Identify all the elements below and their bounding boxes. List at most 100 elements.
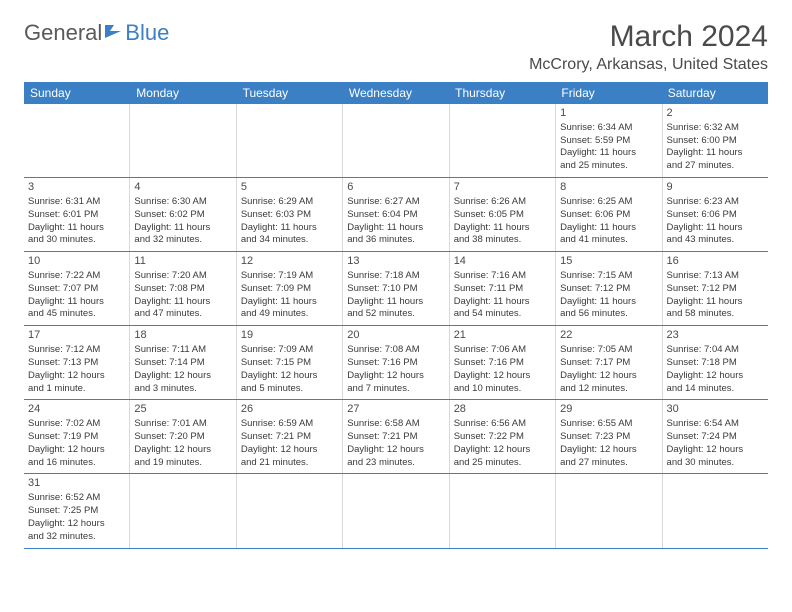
logo-text-1: General xyxy=(24,20,102,46)
weekday-header: Friday xyxy=(555,82,661,104)
calendar-day-cell: 21Sunrise: 7:06 AMSunset: 7:16 PMDayligh… xyxy=(450,326,556,399)
day-info-line: and 41 minutes. xyxy=(560,234,657,247)
day-info-line: and 34 minutes. xyxy=(241,234,338,247)
calendar-empty-cell xyxy=(450,104,556,177)
day-info-line: and 27 minutes. xyxy=(667,160,764,173)
page-title: March 2024 xyxy=(529,20,768,54)
day-info-line: Sunset: 7:07 PM xyxy=(28,283,125,296)
calendar-day-cell: 20Sunrise: 7:08 AMSunset: 7:16 PMDayligh… xyxy=(343,326,449,399)
day-info-line: Daylight: 12 hours xyxy=(241,370,338,383)
day-number: 29 xyxy=(560,402,657,417)
day-info-line: Sunset: 5:59 PM xyxy=(560,135,657,148)
weekday-header: Saturday xyxy=(662,82,768,104)
day-number: 25 xyxy=(134,402,231,417)
calendar-day-cell: 13Sunrise: 7:18 AMSunset: 7:10 PMDayligh… xyxy=(343,252,449,325)
day-info-line: Daylight: 11 hours xyxy=(241,296,338,309)
day-info-line: and 30 minutes. xyxy=(28,234,125,247)
day-number: 24 xyxy=(28,402,125,417)
calendar-empty-cell xyxy=(130,104,236,177)
day-info-line: Sunrise: 7:02 AM xyxy=(28,418,125,431)
calendar-empty-cell xyxy=(343,104,449,177)
day-info-line: Sunrise: 6:58 AM xyxy=(347,418,444,431)
calendar-day-cell: 25Sunrise: 7:01 AMSunset: 7:20 PMDayligh… xyxy=(130,400,236,473)
calendar-day-cell: 15Sunrise: 7:15 AMSunset: 7:12 PMDayligh… xyxy=(556,252,662,325)
calendar-day-cell: 8Sunrise: 6:25 AMSunset: 6:06 PMDaylight… xyxy=(556,178,662,251)
day-info-line: Daylight: 11 hours xyxy=(347,222,444,235)
day-info-line: Daylight: 11 hours xyxy=(347,296,444,309)
day-number: 31 xyxy=(28,476,125,491)
day-info-line: Sunrise: 7:06 AM xyxy=(454,344,551,357)
day-number: 21 xyxy=(454,328,551,343)
day-info-line: and 30 minutes. xyxy=(667,457,764,470)
day-info-line: Sunset: 7:10 PM xyxy=(347,283,444,296)
calendar-empty-cell xyxy=(556,474,662,547)
day-info-line: Daylight: 12 hours xyxy=(28,444,125,457)
day-number: 20 xyxy=(347,328,444,343)
day-info-line: Sunset: 7:16 PM xyxy=(454,357,551,370)
day-info-line: Daylight: 11 hours xyxy=(560,296,657,309)
day-number: 19 xyxy=(241,328,338,343)
day-info-line: Sunrise: 7:05 AM xyxy=(560,344,657,357)
day-info-line: and 19 minutes. xyxy=(134,457,231,470)
day-info-line: and 58 minutes. xyxy=(667,308,764,321)
day-number: 27 xyxy=(347,402,444,417)
calendar-day-cell: 6Sunrise: 6:27 AMSunset: 6:04 PMDaylight… xyxy=(343,178,449,251)
calendar-day-cell: 2Sunrise: 6:32 AMSunset: 6:00 PMDaylight… xyxy=(663,104,768,177)
calendar-day-cell: 31Sunrise: 6:52 AMSunset: 7:25 PMDayligh… xyxy=(24,474,130,547)
day-info-line: Sunset: 6:04 PM xyxy=(347,209,444,222)
day-info-line: Sunrise: 6:27 AM xyxy=(347,196,444,209)
weekday-header: Tuesday xyxy=(237,82,343,104)
day-info-line: Sunrise: 7:22 AM xyxy=(28,270,125,283)
day-info-line: and 25 minutes. xyxy=(454,457,551,470)
day-number: 17 xyxy=(28,328,125,343)
day-info-line: Sunset: 7:15 PM xyxy=(241,357,338,370)
title-block: March 2024 McCrory, Arkansas, United Sta… xyxy=(529,20,768,74)
day-number: 6 xyxy=(347,180,444,195)
weekday-header: Wednesday xyxy=(343,82,449,104)
day-info-line: Daylight: 12 hours xyxy=(667,370,764,383)
calendar-body: 1Sunrise: 6:34 AMSunset: 5:59 PMDaylight… xyxy=(24,104,768,549)
calendar-day-cell: 10Sunrise: 7:22 AMSunset: 7:07 PMDayligh… xyxy=(24,252,130,325)
weekday-header: Thursday xyxy=(449,82,555,104)
calendar: SundayMondayTuesdayWednesdayThursdayFrid… xyxy=(24,82,768,549)
day-info-line: Sunset: 6:03 PM xyxy=(241,209,338,222)
header: General Blue March 2024 McCrory, Arkansa… xyxy=(24,20,768,74)
calendar-day-cell: 1Sunrise: 6:34 AMSunset: 5:59 PMDaylight… xyxy=(556,104,662,177)
day-info-line: and 47 minutes. xyxy=(134,308,231,321)
day-number: 11 xyxy=(134,254,231,269)
calendar-day-cell: 30Sunrise: 6:54 AMSunset: 7:24 PMDayligh… xyxy=(663,400,768,473)
day-info-line: Daylight: 12 hours xyxy=(667,444,764,457)
day-info-line: Sunset: 7:08 PM xyxy=(134,283,231,296)
day-info-line: Sunrise: 6:23 AM xyxy=(667,196,764,209)
day-info-line: Sunset: 7:11 PM xyxy=(454,283,551,296)
calendar-day-cell: 26Sunrise: 6:59 AMSunset: 7:21 PMDayligh… xyxy=(237,400,343,473)
day-info-line: and 23 minutes. xyxy=(347,457,444,470)
day-info-line: Daylight: 12 hours xyxy=(28,518,125,531)
day-info-line: Sunset: 7:13 PM xyxy=(28,357,125,370)
day-info-line: Sunrise: 6:29 AM xyxy=(241,196,338,209)
day-info-line: Sunset: 7:22 PM xyxy=(454,431,551,444)
day-number: 18 xyxy=(134,328,231,343)
day-info-line: and 21 minutes. xyxy=(241,457,338,470)
day-info-line: Sunrise: 7:12 AM xyxy=(28,344,125,357)
day-info-line: Sunset: 7:09 PM xyxy=(241,283,338,296)
day-info-line: and 27 minutes. xyxy=(560,457,657,470)
day-info-line: Sunset: 6:01 PM xyxy=(28,209,125,222)
day-number: 7 xyxy=(454,180,551,195)
day-info-line: Sunrise: 6:30 AM xyxy=(134,196,231,209)
day-info-line: and 16 minutes. xyxy=(28,457,125,470)
calendar-day-cell: 16Sunrise: 7:13 AMSunset: 7:12 PMDayligh… xyxy=(663,252,768,325)
day-info-line: Sunset: 7:19 PM xyxy=(28,431,125,444)
day-info-line: Sunrise: 6:59 AM xyxy=(241,418,338,431)
day-info-line: Sunset: 7:21 PM xyxy=(347,431,444,444)
day-info-line: Daylight: 12 hours xyxy=(28,370,125,383)
day-number: 16 xyxy=(667,254,764,269)
day-info-line: Sunset: 6:06 PM xyxy=(667,209,764,222)
day-number: 13 xyxy=(347,254,444,269)
calendar-row: 3Sunrise: 6:31 AMSunset: 6:01 PMDaylight… xyxy=(24,178,768,252)
day-info-line: Daylight: 11 hours xyxy=(28,222,125,235)
day-info-line: Daylight: 11 hours xyxy=(454,296,551,309)
calendar-empty-cell xyxy=(450,474,556,547)
day-info-line: and 45 minutes. xyxy=(28,308,125,321)
day-info-line: and 10 minutes. xyxy=(454,383,551,396)
